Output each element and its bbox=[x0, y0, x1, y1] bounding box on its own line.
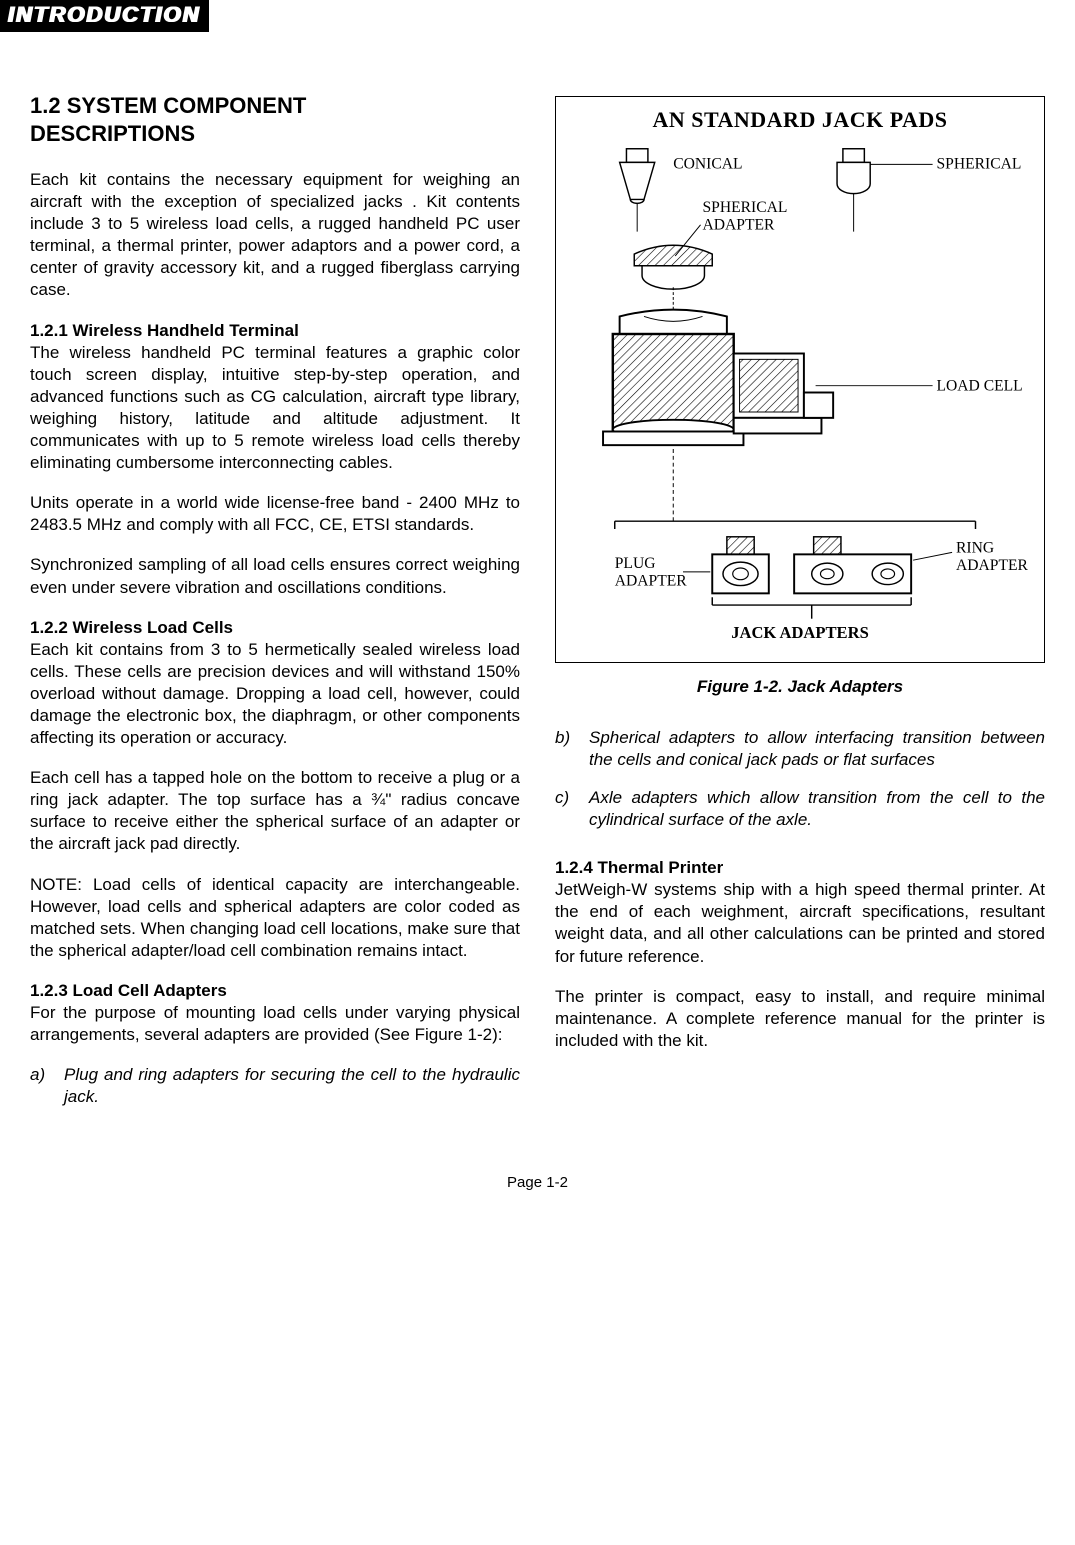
heading-1-2-4: 1.2.4 Thermal Printer bbox=[555, 857, 1045, 879]
heading-1-2-3: 1.2.3 Load Cell Adapters bbox=[30, 980, 520, 1002]
list-item-b: b) Spherical adapters to allow interfaci… bbox=[555, 727, 1045, 771]
jack-adapters-diagram: AN STANDARD JACK PADS bbox=[555, 96, 1045, 663]
list-content-b: Spherical adapters to allow interfacing … bbox=[589, 727, 1045, 771]
label-spherical-adapter-2: ADAPTER bbox=[703, 217, 776, 234]
plug-adapter-icon bbox=[712, 537, 769, 594]
left-column: 1.2 SYSTEM COMPONENT DESCRIPTIONS Each k… bbox=[30, 92, 520, 1124]
list-marker-a: a) bbox=[30, 1064, 64, 1108]
diagram-title: AN STANDARD JACK PADS bbox=[566, 107, 1034, 133]
list-content-c: Axle adapters which allow transition fro… bbox=[589, 787, 1045, 831]
label-spherical-adapter-1: SPHERICAL bbox=[703, 199, 788, 216]
label-conical: CONICAL bbox=[673, 155, 742, 172]
right-column: AN STANDARD JACK PADS bbox=[555, 92, 1045, 1124]
ring-adapter-icon bbox=[794, 537, 911, 594]
label-jack-adapters: JACK ADAPTERS bbox=[731, 623, 869, 642]
heading-1-2-2: 1.2.2 Wireless Load Cells bbox=[30, 617, 520, 639]
heading-1-2: 1.2 SYSTEM COMPONENT DESCRIPTIONS bbox=[30, 92, 520, 147]
label-ring-2: ADAPTER bbox=[956, 557, 1029, 574]
figure-caption: Figure 1-2. Jack Adapters bbox=[555, 677, 1045, 697]
list-item-a: a) Plug and ring adapters for securing t… bbox=[30, 1064, 520, 1108]
spherical-pad-icon bbox=[837, 149, 870, 232]
list-content-a: Plug and ring adapters for securing the … bbox=[64, 1064, 520, 1108]
label-plug-2: ADAPTER bbox=[615, 573, 688, 590]
label-load-cell: LOAD CELL bbox=[937, 378, 1023, 395]
label-ring-1: RING bbox=[956, 539, 994, 556]
conical-pad-icon bbox=[620, 149, 655, 232]
para-1-2-2-c: NOTE: Load cells of identical capacity a… bbox=[30, 874, 520, 962]
list-marker-b: b) bbox=[555, 727, 589, 771]
para-1-2-3-a: For the purpose of mounting load cells u… bbox=[30, 1002, 520, 1046]
para-1-2-1-b: Units operate in a world wide license-fr… bbox=[30, 492, 520, 536]
heading-line-1: 1.2 SYSTEM COMPONENT bbox=[30, 93, 306, 118]
intro-paragraph: Each kit contains the necessary equipmen… bbox=[30, 169, 520, 302]
page-body: 1.2 SYSTEM COMPONENT DESCRIPTIONS Each k… bbox=[0, 32, 1075, 1211]
label-spherical: SPHERICAL bbox=[937, 155, 1022, 172]
list-item-c: c) Axle adapters which allow transition … bbox=[555, 787, 1045, 831]
diagram-svg: CONICAL SPHERICAL SPHERICAL ADAPTER bbox=[566, 139, 1034, 656]
heading-1-2-1: 1.2.1 Wireless Handheld Terminal bbox=[30, 320, 520, 342]
heading-line-2: DESCRIPTIONS bbox=[30, 121, 195, 146]
para-1-2-2-b: Each cell has a tapped hole on the botto… bbox=[30, 767, 520, 855]
label-plug-1: PLUG bbox=[615, 555, 656, 572]
para-1-2-2-a: Each kit contains from 3 to 5 hermetical… bbox=[30, 639, 520, 749]
para-1-2-4-a: JetWeigh-W systems ship with a high spee… bbox=[555, 879, 1045, 967]
spherical-adapter-icon bbox=[634, 245, 712, 309]
page-number: Page 1-2 bbox=[30, 1174, 1045, 1191]
section-header-band: INTRODUCTION bbox=[0, 0, 209, 32]
load-cell-icon bbox=[603, 310, 833, 446]
list-marker-c: c) bbox=[555, 787, 589, 831]
para-1-2-1-a: The wireless handheld PC terminal featur… bbox=[30, 342, 520, 475]
figure-1-2: AN STANDARD JACK PADS bbox=[555, 96, 1045, 697]
para-1-2-1-c: Synchronized sampling of all load cells … bbox=[30, 554, 520, 598]
para-1-2-4-b: The printer is compact, easy to install,… bbox=[555, 986, 1045, 1052]
